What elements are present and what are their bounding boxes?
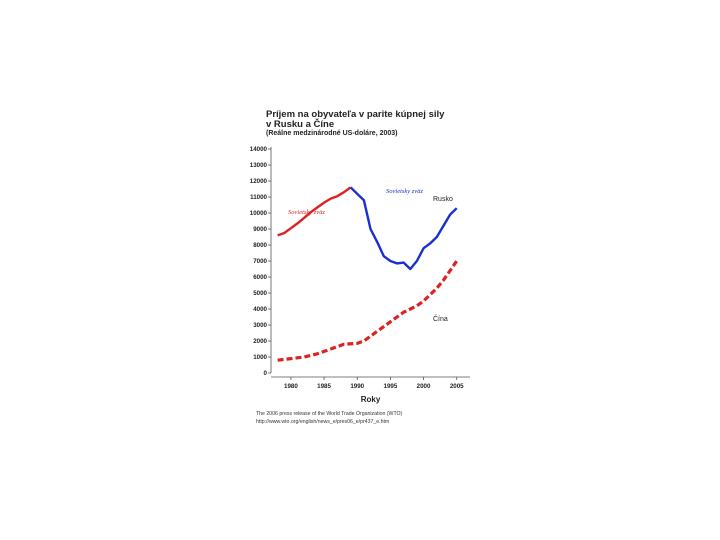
y-tick-label: 11000 xyxy=(250,194,267,201)
annotation-china: Čína xyxy=(433,314,448,323)
y-tick-label: 7000 xyxy=(253,258,267,265)
series-line-1 xyxy=(349,186,458,271)
annotation-soviet-union-blue: Sovietsky zväz xyxy=(386,188,423,195)
y-tick-label: 5000 xyxy=(253,290,267,297)
y-tick-label: 12000 xyxy=(250,178,268,185)
y-tick-label: 10000 xyxy=(250,210,268,217)
chart-title-line-1: Príjem na obyvateľa v parite kúpnej sily xyxy=(266,109,445,120)
x-tick-label: 2005 xyxy=(450,383,464,390)
series-line-2 xyxy=(277,260,459,362)
x-tick-label: 1995 xyxy=(384,383,398,390)
x-tick-label: 1980 xyxy=(284,383,298,390)
series-line-0 xyxy=(277,186,352,237)
annotation-russia: Rusko xyxy=(433,196,453,203)
y-tick-label: 8000 xyxy=(253,242,267,249)
y-tick-label: 1000 xyxy=(253,354,267,361)
chart-title-line-2: v Rusku a Číne xyxy=(266,119,335,130)
x-tick-label: 2000 xyxy=(417,383,431,390)
y-tick-label: 3000 xyxy=(253,322,267,329)
y-tick-label: 0 xyxy=(264,370,268,377)
x-axis-title: Roky xyxy=(361,395,381,404)
y-tick-label: 9000 xyxy=(253,226,267,233)
x-tick-label: 1985 xyxy=(317,383,331,390)
chart-subtitle: (Reálne medzinárodné US-doláre, 2003) xyxy=(266,130,398,137)
source-line-1: The 2006 press release of the World Trad… xyxy=(256,411,403,417)
y-tick-label: 2000 xyxy=(253,338,267,345)
x-tick-label: 1990 xyxy=(350,383,364,390)
annotation-soviet-union-red: Sovietsky zväz xyxy=(288,209,325,216)
y-tick-label: 13000 xyxy=(250,162,268,169)
source-line-2: http://www.wto.org/english/news_e/pres06… xyxy=(256,419,390,425)
y-tick-label: 6000 xyxy=(253,274,267,281)
y-tick-label: 4000 xyxy=(253,306,267,313)
y-tick-label: 14000 xyxy=(250,146,268,153)
